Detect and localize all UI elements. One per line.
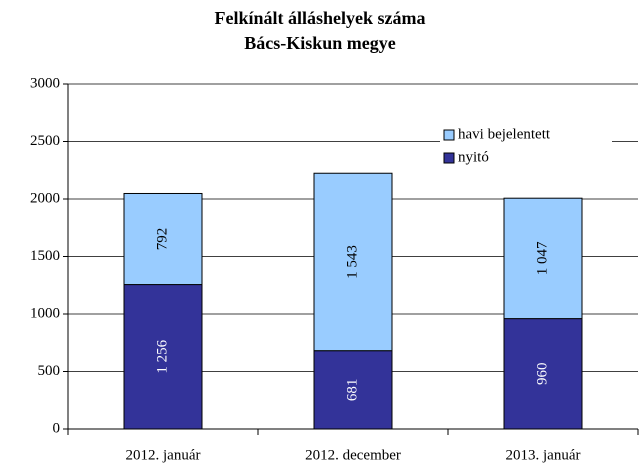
y-tick-label: 3000 [30, 75, 60, 91]
legend-swatch [443, 129, 455, 141]
y-tick-label: 1000 [30, 305, 60, 321]
y-tick-label: 500 [38, 363, 61, 379]
y-tick-label: 2500 [30, 133, 60, 149]
legend-label: nyitó [458, 149, 489, 165]
x-tick-label: 2012. január [126, 447, 201, 463]
chart-title: Felkínált álláshelyek száma [215, 8, 426, 28]
bar-segment [313, 350, 393, 430]
data-label: 960 [534, 363, 550, 386]
legend-box [440, 122, 612, 172]
data-label: 1 543 [344, 245, 360, 279]
y-tick-label: 1500 [30, 248, 60, 264]
x-tick-label: 2013. január [506, 447, 581, 463]
legend-swatch [443, 152, 455, 164]
bar-segment [503, 197, 583, 320]
y-tick-label: 0 [53, 420, 61, 436]
bar-segment [123, 284, 203, 430]
bar-segment [313, 172, 393, 352]
data-label: 681 [344, 379, 360, 402]
chart-subtitle: Bács-Kiskun megye [244, 33, 396, 53]
data-label: 792 [154, 228, 170, 251]
y-tick-label: 2000 [30, 190, 60, 206]
x-tick-label: 2012. december [305, 447, 401, 463]
data-label: 1 047 [534, 241, 550, 275]
legend-label: havi bejelentett [458, 126, 551, 142]
bar-segment [123, 192, 203, 286]
data-label: 1 256 [154, 339, 170, 373]
bar-segment [503, 318, 583, 430]
